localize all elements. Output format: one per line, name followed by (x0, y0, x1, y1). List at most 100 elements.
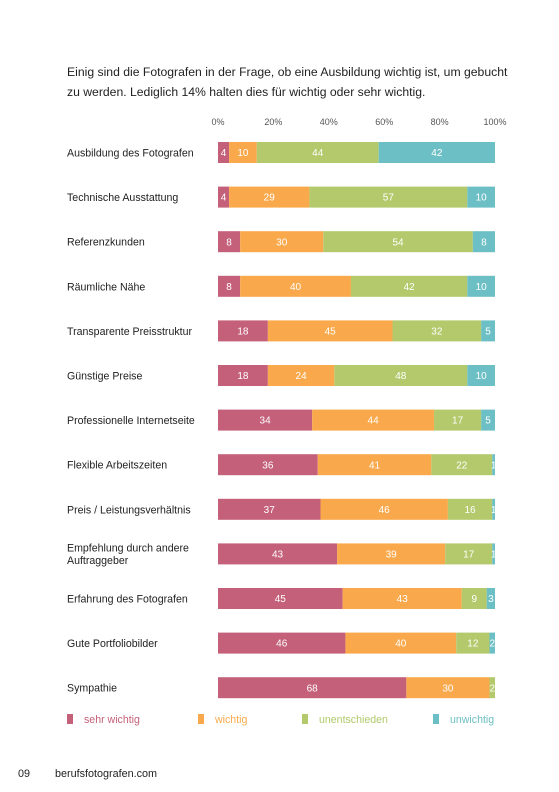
bar-segment (492, 454, 495, 476)
category-label: Transparente Preisstruktur (67, 326, 192, 338)
bar-segment (492, 543, 495, 565)
data-label: 34 (260, 416, 272, 427)
data-label: 44 (368, 416, 380, 427)
bar-segment (392, 320, 482, 342)
bar-row: Erfahrung des Fotografen 45 43 9 3 (67, 588, 495, 609)
bar-row: Preis / Leistungsverhältnis 37 46 16 1 (67, 498, 497, 520)
data-label: 44 (312, 148, 324, 159)
x-tick-label: 60% (375, 117, 393, 127)
bar-segment (461, 588, 487, 609)
bar-segment (218, 677, 407, 699)
data-label: 1 (491, 460, 497, 471)
legend-swatch (67, 714, 73, 724)
bar-row: Professionelle Internetseite 34 44 17 5 (67, 409, 495, 431)
data-label: 22 (456, 460, 468, 471)
data-label: 48 (395, 371, 407, 382)
stacked-bar-chart: 0% 20% 40% 60% 80% 100% Ausbildung des Fotogr… (67, 117, 507, 726)
data-label: 46 (379, 505, 391, 516)
bar-segment (229, 186, 310, 208)
bar-segment (256, 142, 379, 163)
page-number: 09 (18, 768, 31, 780)
data-label: 37 (264, 505, 276, 516)
category-label: Gute Portfoliobilder (67, 638, 158, 650)
x-tick-label: 0% (211, 117, 224, 127)
category-label: Preis / Leistungsverhältnis (67, 504, 191, 516)
data-label: 1 (491, 505, 497, 516)
data-label: 46 (276, 639, 288, 650)
data-label: 10 (476, 371, 488, 382)
bar-segment (345, 632, 457, 654)
data-label: 4 (221, 148, 227, 159)
data-label: 42 (431, 148, 443, 159)
category-label: Erfahrung des Fotografen (67, 594, 188, 606)
data-label: 54 (392, 237, 404, 248)
legend-item: sehr wichtig (67, 714, 140, 726)
bar-row: Referenzkunden 8 30 54 8 (67, 231, 495, 253)
bar-segment (267, 320, 393, 342)
bar-segment (320, 498, 448, 520)
bar-segment (323, 231, 473, 253)
data-label: 2 (489, 683, 495, 694)
data-label: 10 (476, 282, 488, 293)
data-label: 41 (369, 460, 381, 471)
bar-segment (489, 677, 495, 699)
bar-segment (334, 365, 468, 386)
data-label: 8 (226, 282, 232, 293)
bar-segment (218, 320, 268, 342)
bar-segment (434, 409, 482, 431)
data-label: 8 (481, 237, 487, 248)
data-label: 16 (465, 505, 477, 516)
bar-segment (489, 632, 495, 654)
data-label: 4 (221, 193, 227, 204)
bar-segment (229, 142, 257, 163)
data-label: 9 (471, 594, 477, 605)
bar-segment (218, 231, 241, 253)
bar-segment (467, 275, 495, 297)
category-label: Technische Ausstattung (67, 192, 178, 204)
bar-segment (218, 275, 241, 297)
data-label: 17 (452, 416, 464, 427)
bar-row: Günstige Preise 18 24 48 10 (67, 365, 495, 386)
category-label: Empfehlung durch andere Auftraggeber (67, 543, 189, 568)
bar-segment (218, 632, 346, 654)
data-label: 57 (383, 193, 395, 204)
bar-segment (350, 275, 468, 297)
data-label: 29 (264, 193, 276, 204)
data-label: 5 (485, 327, 491, 338)
data-label: 32 (431, 327, 443, 338)
site-name: berufsfotografen.com (55, 768, 158, 780)
data-label: 24 (296, 371, 308, 382)
category-label: Sympathie (67, 683, 117, 695)
data-label: 68 (307, 683, 319, 694)
bar-row: Räumliche Nähe 8 40 42 10 (67, 275, 495, 297)
data-label: 17 (463, 550, 475, 561)
data-label: 8 (226, 237, 232, 248)
data-label: 39 (386, 550, 398, 561)
bar-segment (467, 365, 495, 386)
data-label: 10 (476, 193, 488, 204)
bar-segment (447, 498, 493, 520)
data-label: 40 (290, 282, 302, 293)
category-label: Flexible Arbeitszeiten (67, 460, 167, 472)
bar-segment (472, 231, 495, 253)
bar-segment (406, 677, 490, 699)
data-label: 45 (325, 327, 337, 338)
bar-segment (218, 186, 230, 208)
data-label: 43 (272, 550, 284, 561)
bar-segment (445, 543, 493, 565)
bar-segment (378, 142, 495, 163)
legend-item: unentschieden (302, 714, 388, 726)
data-label: 42 (404, 282, 416, 293)
bar-segment (267, 365, 335, 386)
bar-segment (218, 365, 268, 386)
legend-label: unentschieden (319, 714, 388, 726)
category-label: Ausbildung des Fotografen (67, 148, 194, 160)
bar-row: Sympathie 68 30 2 (67, 677, 495, 699)
data-label: 3 (488, 594, 494, 605)
bar-segment (486, 588, 495, 609)
data-label: 10 (237, 148, 249, 159)
data-label: 36 (262, 460, 274, 471)
category-label: Räumliche Nähe (67, 281, 145, 293)
legend-item: wichtig (198, 714, 247, 726)
bar-segment (218, 409, 313, 431)
